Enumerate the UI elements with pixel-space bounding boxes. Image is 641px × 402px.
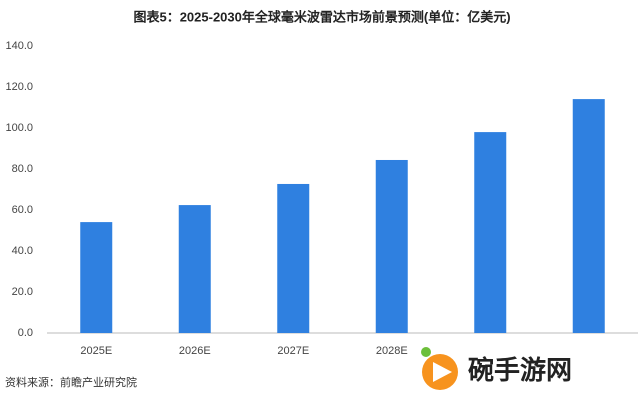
watermark-logo bbox=[421, 347, 458, 390]
bar bbox=[572, 99, 605, 333]
source-note: 资料来源：前瞻产业研究院 bbox=[5, 375, 137, 389]
y-tick-label: 140.0 bbox=[5, 40, 33, 52]
y-tick-label: 120.0 bbox=[5, 81, 33, 93]
bar bbox=[277, 183, 310, 333]
bar bbox=[178, 205, 211, 333]
chart-title: 图表5：2025-2030年全球毫米波雷达市场前景预测(单位：亿美元) bbox=[133, 9, 510, 24]
watermark-text: 碗手游网 bbox=[468, 355, 572, 386]
y-tick-label: 0.0 bbox=[18, 327, 33, 339]
bar bbox=[375, 159, 408, 333]
y-tick-label: 100.0 bbox=[5, 122, 33, 134]
x-tick-label: 2027E bbox=[277, 345, 309, 357]
y-tick-label: 20.0 bbox=[12, 286, 33, 298]
bar bbox=[474, 132, 507, 333]
y-tick-label: 60.0 bbox=[12, 204, 33, 216]
x-tick-label: 2026E bbox=[179, 345, 211, 357]
bar bbox=[80, 222, 113, 333]
x-tick-label: 2025E bbox=[80, 345, 112, 357]
x-tick-label: 2028E bbox=[376, 345, 408, 357]
y-tick-label: 80.0 bbox=[12, 163, 33, 175]
y-tick-label: 40.0 bbox=[12, 245, 33, 257]
